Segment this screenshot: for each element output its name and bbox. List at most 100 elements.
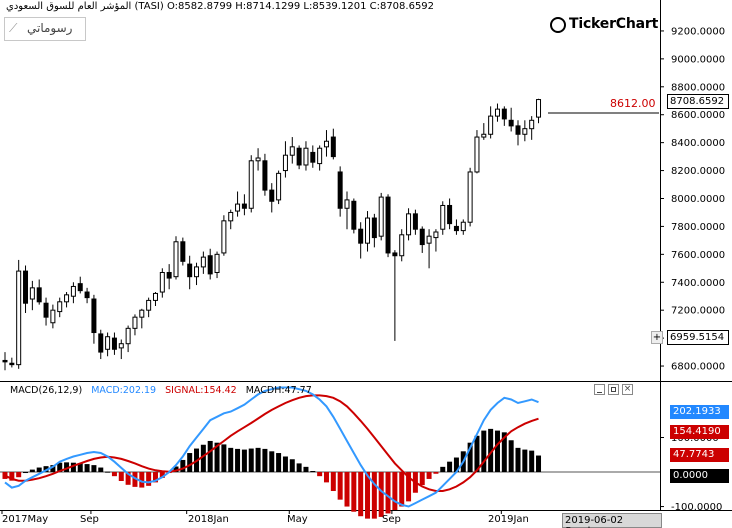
down-candle [296, 147, 302, 166]
down-candle [501, 108, 507, 120]
macd-histogram-bar [77, 463, 83, 473]
macd-histogram-bar [501, 432, 507, 473]
date-label: Sep [382, 514, 401, 525]
macd-histogram-bar [36, 467, 42, 473]
macd-histogram-bar [515, 447, 521, 473]
down-candle [241, 203, 247, 209]
last-price-tag: 8708.6592 [667, 94, 729, 109]
drawing-icon: ⟋ [9, 21, 18, 35]
macd-histogram-bar [91, 465, 97, 473]
up-candle [317, 147, 323, 165]
down-candle [453, 225, 459, 232]
last-price-value: 8708.6592 [670, 96, 725, 107]
macd-histogram-bar [440, 466, 446, 473]
down-candle [351, 200, 357, 230]
down-candle [262, 160, 268, 191]
up-candle [235, 203, 241, 212]
up-candle [16, 270, 22, 366]
macd-histogram-bar [118, 472, 124, 482]
macd-value-label: MACD:202.19 [91, 385, 157, 396]
up-candle [323, 140, 329, 148]
up-candle [536, 99, 542, 118]
macd-histogram-bar [84, 464, 90, 473]
macd-histogram-bar [235, 448, 241, 473]
up-candle [467, 171, 473, 223]
down-candle [84, 291, 90, 299]
restore-icon[interactable] [608, 384, 619, 395]
up-candle [146, 299, 152, 311]
down-candle [180, 241, 186, 262]
date-label: Sep [80, 514, 99, 525]
down-candle [392, 252, 398, 257]
down-candle [412, 213, 418, 230]
macd-histogram-bar [351, 472, 357, 512]
down-candle [310, 151, 316, 163]
macd-histogram-bar [173, 466, 179, 473]
up-candle [276, 172, 282, 201]
macd-histogram-bar [29, 469, 35, 473]
up-candle [440, 204, 446, 230]
down-candle [111, 337, 117, 350]
down-candle [98, 333, 104, 353]
macd-histogram-bar [365, 472, 371, 519]
macd-histogram-bar [255, 447, 261, 473]
drawing-tab[interactable]: ⟋ رسوماتي [4, 17, 86, 41]
minimize-icon[interactable] [594, 384, 605, 395]
macd-histogram-bar [474, 435, 480, 473]
macd-histogram-bar [289, 459, 295, 473]
macd-layer [0, 386, 660, 519]
up-candle [494, 108, 500, 117]
up-candle [228, 211, 234, 222]
up-candle [105, 336, 111, 350]
close-icon[interactable]: × [622, 384, 633, 395]
down-candle [330, 136, 336, 158]
candles-layer [2, 98, 542, 371]
macd-histogram-bar [207, 440, 213, 473]
macd-histogram-bar [371, 472, 377, 519]
down-candle [166, 271, 172, 279]
macd-histogram-bar [447, 461, 453, 473]
down-candle [508, 119, 514, 127]
down-candle [77, 283, 83, 292]
up-candle [159, 271, 165, 293]
macd-histogram-bar [426, 472, 432, 479]
macd-histogram-bar [187, 453, 193, 473]
up-candle [173, 241, 179, 278]
macd-histogram-bar [358, 472, 364, 517]
up-candle [194, 266, 200, 278]
macd-histogram-bar [228, 447, 234, 473]
macd-histogram-bar [9, 472, 15, 481]
up-candle [57, 301, 63, 313]
macd-histogram-bar [221, 444, 227, 473]
macd-histogram-bar [419, 472, 425, 486]
down-candle [36, 287, 42, 303]
price-tick-label: 8800.0000 [671, 82, 725, 93]
up-candle [289, 146, 295, 156]
macd-histogram-bar [152, 472, 158, 483]
up-candle [139, 309, 145, 318]
macd-histogram-bar [296, 463, 302, 473]
macd-histogram-bar [159, 472, 165, 478]
date-label: 2017May [2, 514, 49, 525]
down-candle [9, 362, 15, 366]
down-candle [43, 302, 49, 318]
macd-histogram-bar [392, 472, 398, 510]
macd-histogram-bar [146, 472, 152, 486]
hline-price-label: 8612.00 [610, 97, 656, 110]
macd-histogram-bar [241, 449, 247, 473]
crosshair-add-button[interactable]: + [651, 331, 663, 344]
price-tick-label: 9000.0000 [671, 54, 725, 65]
down-candle [358, 228, 364, 244]
macd-histogram-bar [522, 449, 528, 473]
down-candle [371, 217, 377, 239]
up-candle [426, 235, 432, 244]
down-candle [419, 228, 425, 246]
zero-tag-value: 0.0000 [673, 470, 708, 481]
date-label: 2018Jan [188, 514, 229, 525]
macd-histogram-bar [536, 455, 542, 473]
macd-histogram-bar [2, 472, 8, 479]
up-candle [248, 160, 254, 209]
macd-histogram-bar [303, 466, 309, 473]
